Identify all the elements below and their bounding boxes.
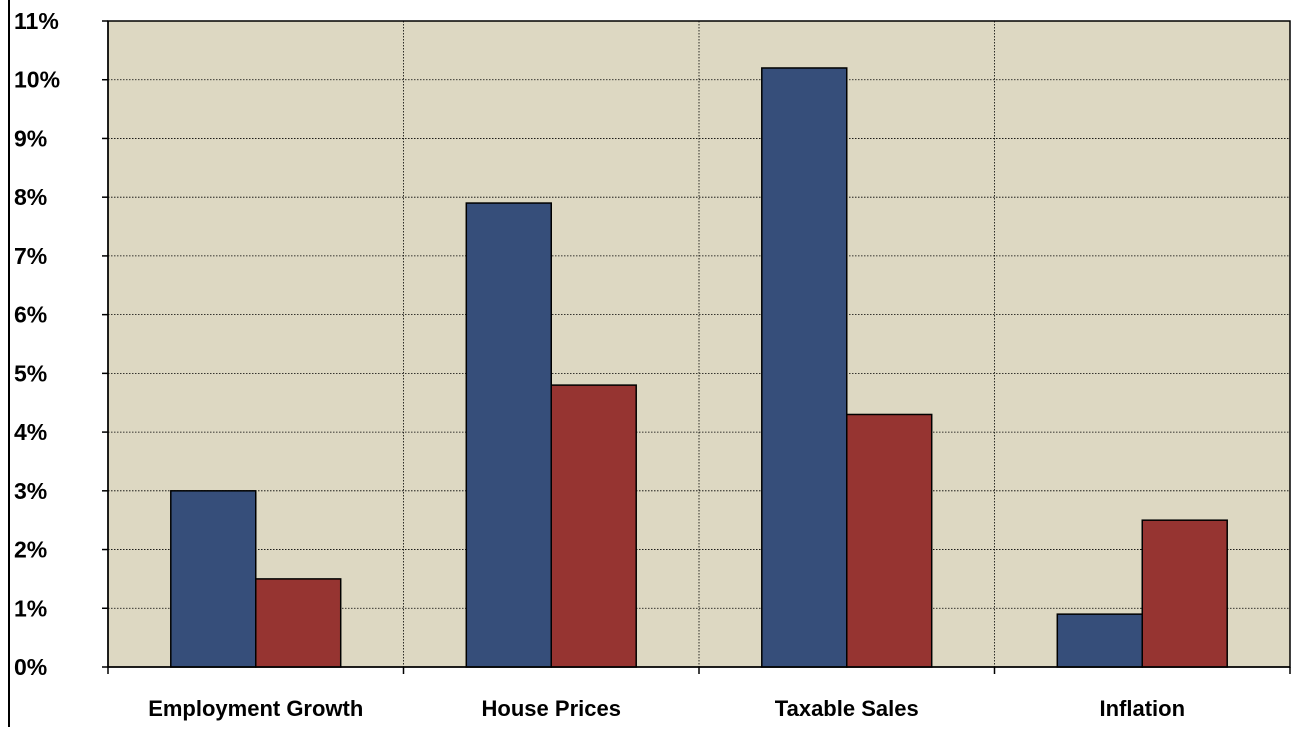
y-tick-label: 4%: [14, 419, 47, 445]
y-axis-tick-labels: 0% 1% 2% 3% 4% 5% 6% 7% 8% 9% 10% 11%: [14, 8, 60, 680]
x-axis-tick-labels: Employment Growth House Prices Taxable Sal…: [148, 696, 1185, 721]
y-tick-label: 2%: [14, 537, 47, 563]
y-tick-label: 1%: [14, 595, 47, 621]
bar: [550, 384, 637, 668]
bar: [1141, 519, 1228, 668]
y-tick-label: 6%: [14, 302, 47, 328]
bar: [465, 202, 553, 668]
bar: [1056, 613, 1143, 668]
gridlines: [108, 21, 1290, 667]
bar: [761, 67, 848, 668]
x-tick-label: Inflation: [1099, 696, 1185, 721]
x-tick-label: Employment Growth: [148, 696, 363, 721]
y-tick-label: 3%: [14, 478, 47, 504]
y-tick-label: 0%: [14, 654, 47, 680]
x-tick-label: House Prices: [482, 696, 621, 721]
axes: [102, 20, 1291, 674]
bar: [846, 413, 933, 668]
y-tick-label: 8%: [14, 184, 47, 210]
y-tick-label: 10%: [14, 67, 60, 93]
bar-series: [170, 67, 1228, 668]
y-tick-label: 9%: [14, 125, 47, 151]
bar: [255, 578, 342, 668]
bar: [170, 490, 257, 668]
x-tick-label: Taxable Sales: [775, 696, 919, 721]
y-tick-label: 11%: [14, 8, 59, 34]
y-tick-label: 7%: [14, 243, 47, 269]
y-tick-label: 5%: [14, 360, 47, 386]
